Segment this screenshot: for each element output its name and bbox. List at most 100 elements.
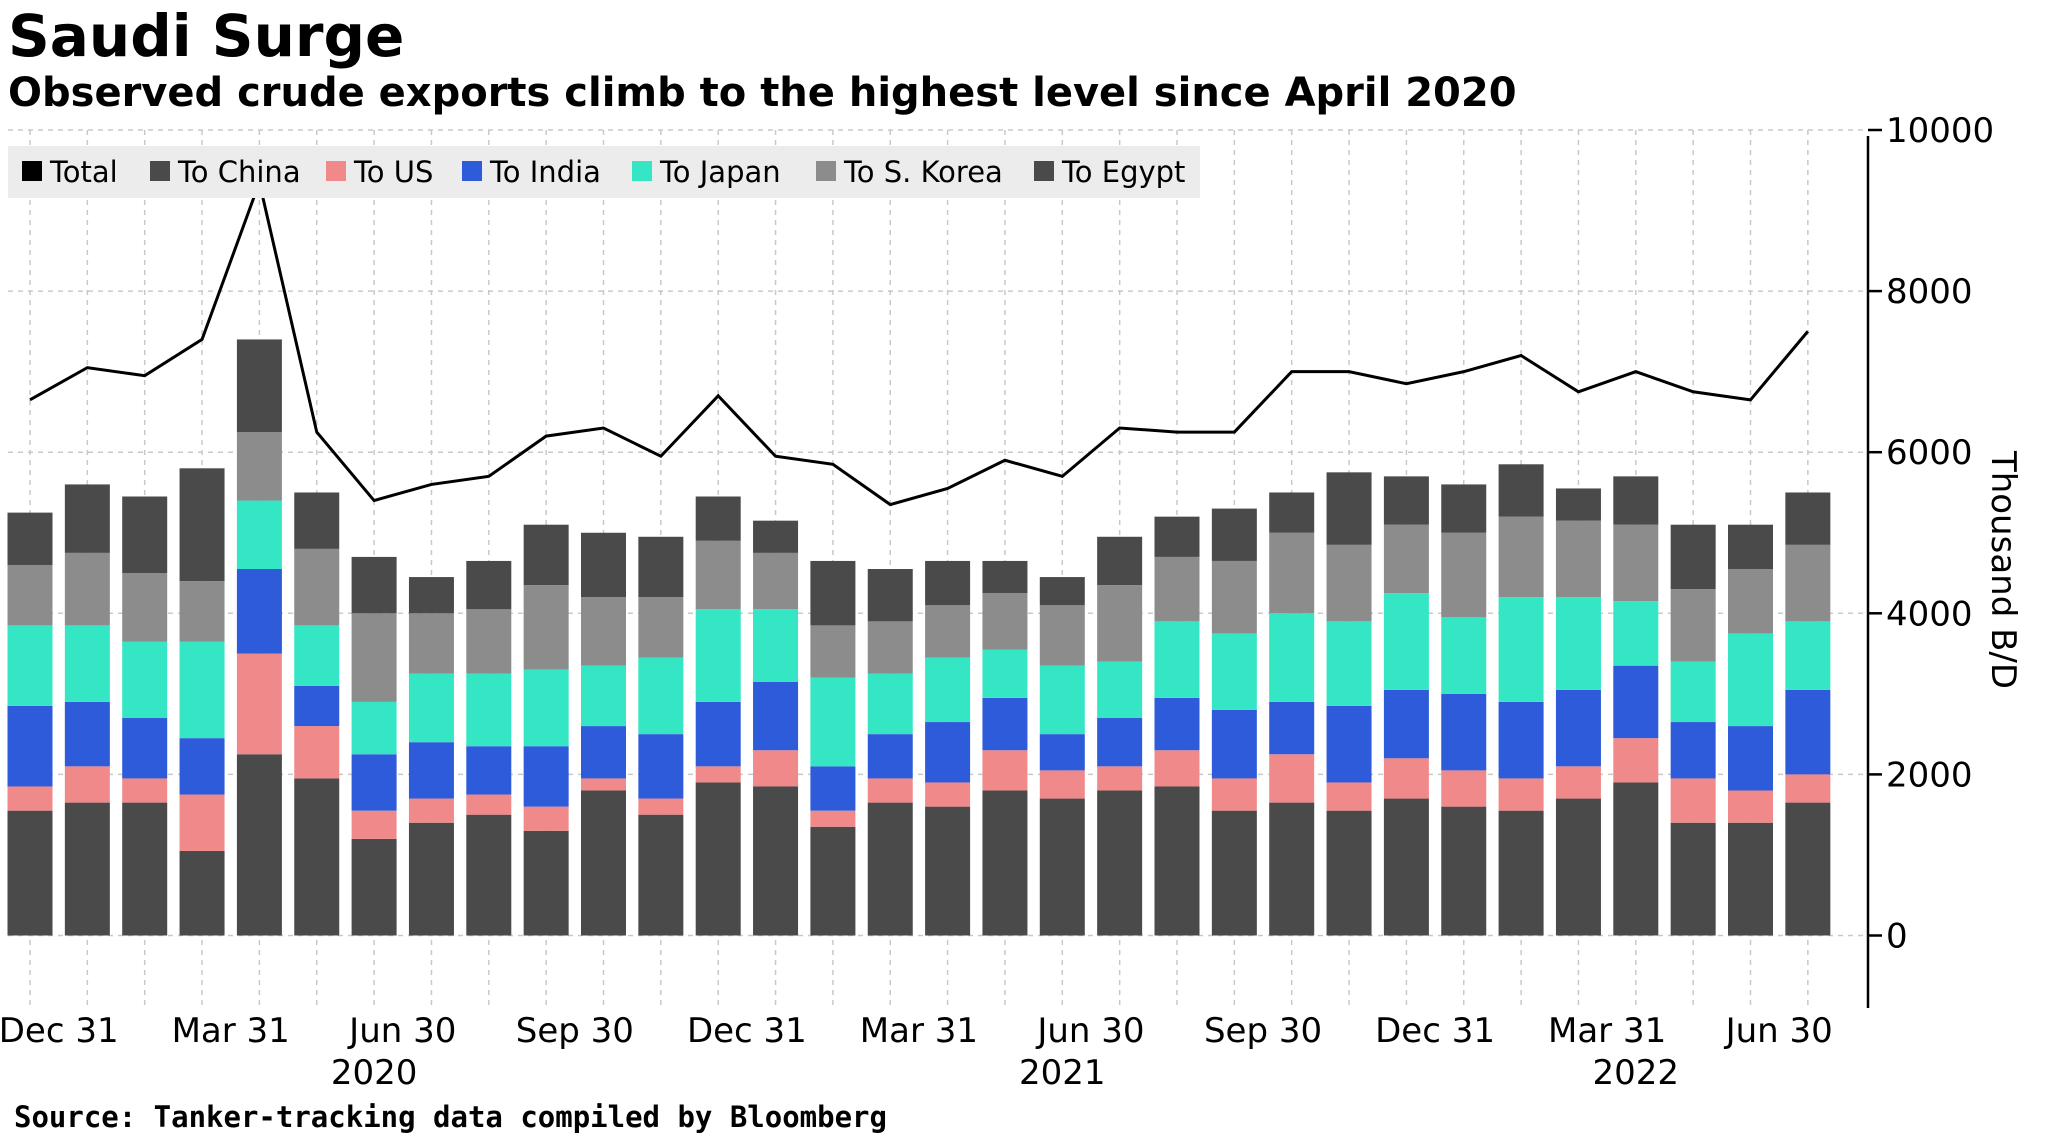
bar-segment — [1555, 597, 1601, 690]
x-tick-label: Sep 30 — [516, 1011, 634, 1051]
bar-segment — [1211, 810, 1257, 936]
bar-segment — [1555, 689, 1601, 767]
bar-segment — [1613, 665, 1659, 739]
x-tick-label: Jun 30 — [347, 1011, 456, 1051]
bar-segment — [867, 621, 913, 674]
bar-segment — [294, 492, 340, 549]
bar-segment — [179, 794, 225, 851]
bar-segment — [1441, 770, 1487, 807]
legend-swatch — [326, 161, 346, 181]
y-tick-label: 8000 — [1886, 272, 1973, 312]
bar-segment — [1326, 810, 1372, 936]
bar-segment — [1383, 593, 1429, 690]
legend-swatch — [150, 161, 170, 181]
bar-segment — [1613, 476, 1659, 525]
bar-segment — [638, 657, 684, 735]
bar-segment — [1039, 770, 1085, 799]
bar-segment — [1211, 508, 1257, 561]
bar-segment — [523, 524, 569, 586]
bar-segment — [581, 597, 626, 666]
total-line — [29, 177, 1809, 507]
bar-segment — [1728, 633, 1773, 727]
bar-segment — [1441, 806, 1487, 936]
bar-segment — [1383, 689, 1429, 759]
bar-segment — [1613, 782, 1659, 936]
bar-segment — [1670, 822, 1716, 936]
bar-segment — [1039, 577, 1085, 606]
bar-segment — [7, 810, 53, 936]
bar-segment — [64, 701, 110, 767]
bar-segment — [1555, 488, 1601, 521]
bar-segment — [753, 681, 799, 751]
bar-segment — [1097, 766, 1143, 791]
bar-segment — [64, 766, 110, 803]
bar-segment — [236, 569, 282, 654]
bar-segment — [867, 778, 913, 803]
bar-segment — [408, 798, 454, 823]
bar-segment — [466, 673, 512, 747]
legend-label: To Egypt — [1061, 155, 1185, 189]
bar-segment — [64, 484, 110, 553]
bar-segment — [810, 826, 856, 936]
bar-segment — [1441, 617, 1487, 694]
bar-segment — [1269, 754, 1315, 803]
bar-segment — [236, 339, 282, 433]
bar-segment — [294, 625, 340, 686]
bar-segment — [1097, 661, 1143, 719]
bar-segment — [1441, 532, 1487, 618]
bar-segment — [1498, 701, 1544, 779]
bar-segment — [1498, 464, 1544, 517]
bar-segment — [1039, 734, 1085, 771]
bar-segment — [1097, 585, 1143, 662]
bar-segment — [982, 750, 1028, 791]
legend-label: To India — [489, 155, 601, 189]
y-tick-label: 4000 — [1886, 594, 1973, 634]
bar-segment — [236, 653, 282, 755]
bar-segment — [695, 782, 741, 936]
bar-segment — [466, 814, 512, 936]
bar-segment — [753, 520, 799, 553]
legend-swatch — [462, 161, 482, 181]
bar-segment — [867, 734, 913, 779]
x-tick-label: Dec 31 — [0, 1011, 119, 1051]
x-tick-label: Dec 31 — [1375, 1011, 1495, 1051]
bar-segment — [179, 641, 225, 739]
bar-segment — [1785, 689, 1831, 775]
bar-segment — [1441, 484, 1487, 533]
x-tick-label: Sep 30 — [1204, 1011, 1322, 1051]
bar-segment — [179, 468, 225, 582]
bar-segment — [1269, 532, 1315, 614]
legend-swatch — [1034, 161, 1054, 181]
legend-label: To S. Korea — [843, 155, 1003, 189]
bar-segment — [925, 722, 971, 783]
bar-segment — [867, 802, 913, 936]
chart-plot: 0 2000 4000 6000 8000 10000 Thousand B/D Dec 31… — [0, 111, 2023, 1090]
x-year-label: 2021 — [1019, 1053, 1106, 1090]
legend-label: To China — [177, 155, 301, 189]
bar-segment — [1785, 774, 1831, 803]
bar-segment — [1728, 569, 1773, 634]
bar-segment — [1728, 726, 1773, 791]
bar-segment — [351, 556, 397, 614]
bar-segment — [638, 814, 684, 936]
bar-segment — [1555, 766, 1601, 799]
x-tick-label: Mar 31 — [1548, 1011, 1666, 1051]
bar-segment — [122, 641, 168, 719]
bar-segment — [1097, 536, 1143, 586]
bar-segment — [1326, 472, 1372, 545]
bar-segment — [523, 669, 569, 747]
bar-segment — [753, 786, 799, 936]
bar-segment — [1498, 516, 1544, 598]
bar-segment — [351, 754, 397, 811]
bar-segment — [408, 673, 454, 743]
bar-segment — [581, 778, 626, 791]
bar-segment — [695, 540, 741, 610]
bar-segment — [1154, 750, 1200, 787]
y-tick-label: 2000 — [1886, 755, 1973, 795]
bar-segment — [925, 657, 971, 723]
bar-segment — [7, 512, 53, 565]
bar-segment — [1039, 798, 1085, 936]
bar-segment — [1269, 492, 1315, 533]
bar-segment — [1097, 718, 1143, 767]
bar-segment — [867, 569, 913, 622]
